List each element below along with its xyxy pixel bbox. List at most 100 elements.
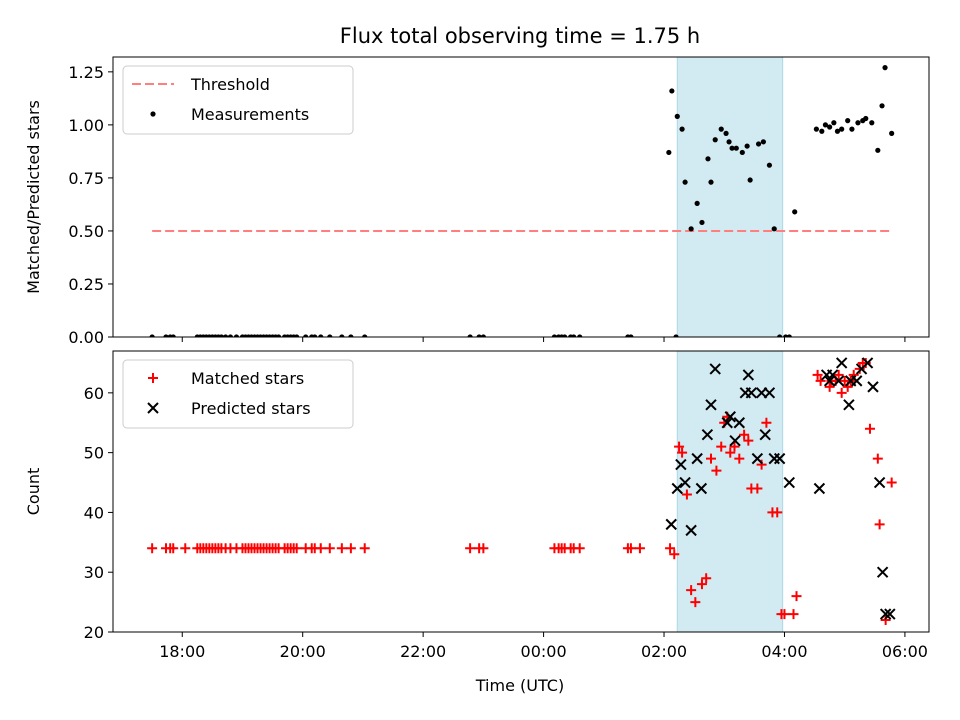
measurement-point <box>849 126 855 132</box>
matched-star-point <box>147 543 158 554</box>
x-tick-label: 02:00 <box>641 642 687 661</box>
measurement-point <box>712 137 718 143</box>
matched-star-point <box>734 453 745 464</box>
plot-marks <box>147 357 897 626</box>
matched-star-point <box>180 543 191 554</box>
matched-star-point <box>677 447 688 458</box>
measurement-point <box>348 334 354 337</box>
measurement-point <box>705 156 711 162</box>
matched-star-point <box>836 387 847 398</box>
matched-star-point <box>625 543 636 554</box>
y-tick-label: 20 <box>84 623 104 642</box>
matched-star-point <box>824 381 835 392</box>
legend-label-measurements: Measurements <box>191 105 309 124</box>
bottom-panel: 20 30 40 50 60 18:00 20:00 22:00 00:00 02:00 04:00… <box>24 350 930 661</box>
predicted-star-point <box>835 357 848 369</box>
predicted-star-point <box>695 482 708 495</box>
measurement-point <box>845 118 851 124</box>
matched-star-point <box>705 453 716 464</box>
matched-star-point <box>779 609 790 620</box>
predicted-star-point <box>851 375 863 387</box>
matched-star-point <box>854 363 865 374</box>
matched-star-point <box>864 423 875 434</box>
matched-star-point <box>701 573 712 584</box>
predicted-star-point <box>675 458 687 471</box>
matched-star-point <box>860 357 871 368</box>
matched-star-point <box>669 549 680 560</box>
measurement-point <box>303 334 309 337</box>
measurement-point <box>688 226 694 232</box>
measurement-point <box>747 177 753 183</box>
legend-label-predicted: Predicted stars <box>191 399 311 418</box>
measurement-point <box>679 126 685 132</box>
legend-label-matched: Matched stars <box>191 369 304 388</box>
legend-box <box>122 65 354 135</box>
measurement-point <box>723 130 729 136</box>
measurement-point <box>831 120 837 126</box>
measurement-point <box>755 141 762 147</box>
measurement-point <box>562 334 568 337</box>
y-axis-label: Matched/Predicted stars <box>24 100 43 294</box>
measurement-point <box>718 126 724 132</box>
predicted-star-point <box>759 428 771 441</box>
predicted-star-point <box>884 608 896 620</box>
matched-star-point <box>872 453 883 464</box>
legend: Threshold Measurements <box>122 65 354 135</box>
predicted-star-point <box>665 518 677 531</box>
y-tick-label: 30 <box>84 563 104 582</box>
predicted-star-point <box>867 381 879 393</box>
x-tick-label: 04:00 <box>761 642 807 661</box>
x-tick-label: 20:00 <box>280 642 326 661</box>
measurement-point <box>708 179 714 185</box>
matched-star-point <box>725 447 736 458</box>
measurement-point <box>327 334 333 337</box>
x-tick-label: 06:00 <box>882 642 928 661</box>
matched-star-point <box>168 543 179 554</box>
measurement-point <box>771 226 777 232</box>
predicted-star-point <box>709 363 721 375</box>
chart-title: Flux total observing time = 1.75 h <box>340 24 700 48</box>
measurement-point <box>744 143 750 149</box>
matched-star-point <box>772 507 783 518</box>
measurement-point <box>577 334 583 337</box>
matched-star-point <box>880 615 891 626</box>
measurement-point <box>739 149 745 156</box>
predicted-star-point <box>671 482 683 495</box>
shaded-observing-span <box>676 56 784 338</box>
measurement-point <box>163 334 169 337</box>
measurement-point <box>674 113 680 119</box>
axes-frame <box>112 350 930 633</box>
y-tick-label: 0.50 <box>68 222 104 241</box>
matched-star-point <box>291 543 302 554</box>
axes-frame <box>112 56 930 338</box>
top-panel: 0.00 0.25 0.50 0.75 1.00 1.25 Matched/Predicte… <box>24 56 930 347</box>
predicted-star-point <box>745 387 758 399</box>
predicted-star-point <box>724 411 736 423</box>
measurement-point <box>760 139 766 145</box>
measurement-point <box>879 103 885 109</box>
measurement-point <box>699 219 705 226</box>
matched-star-point <box>478 543 489 554</box>
measurement-point <box>792 209 798 215</box>
predicted-star-point <box>763 387 776 399</box>
measurement-point <box>276 334 282 337</box>
predicted-star-point <box>861 357 874 369</box>
matched-star-point <box>711 465 722 476</box>
matched-star-point <box>690 597 701 608</box>
matched-star-point <box>729 441 740 452</box>
measurement-point <box>294 334 300 337</box>
x-tick-label: 00:00 <box>521 642 567 661</box>
legend-predicted-swatch <box>147 402 159 414</box>
measurement-point <box>362 334 368 337</box>
predicted-star-point <box>773 452 786 465</box>
measurement-point <box>467 334 473 337</box>
predicted-star-point <box>783 476 795 489</box>
measurement-point <box>669 88 675 94</box>
measurement-point <box>726 139 732 145</box>
x-axis-label: Time (UTC) <box>475 676 564 695</box>
measurement-point <box>571 334 577 337</box>
matched-star-point <box>752 483 763 494</box>
predicted-star-point <box>751 452 764 465</box>
measurement-point <box>839 126 845 132</box>
y-tick-label: 0.75 <box>68 169 104 188</box>
